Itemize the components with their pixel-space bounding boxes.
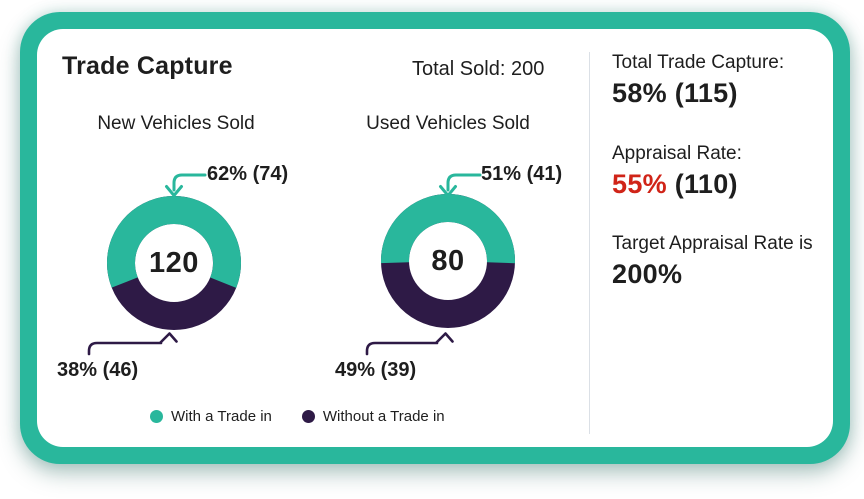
total-sold-text: Total Sold: 200 [412, 58, 545, 80]
card-body [37, 29, 833, 447]
page-title: Trade Capture [62, 52, 233, 80]
donut-chart-new-vehicles: 120 [104, 193, 244, 333]
legend-swatch-teal [150, 410, 163, 423]
annotation-without-trade-used: 49% (39) [335, 359, 417, 381]
card-teal-frame [20, 12, 850, 464]
appraisal-rate-percent: 55% [612, 169, 667, 199]
vertical-divider [589, 52, 590, 434]
annotation-with-trade-used: 51% (41) [481, 163, 563, 185]
stat-value-appraisal-rate: 55% (110) [612, 169, 738, 200]
annotation-without-trade-new: 38% (46) [57, 359, 139, 381]
stat-label-appraisal-rate: Appraisal Rate: [612, 143, 742, 164]
donut-center-value: 120 [149, 246, 199, 279]
chart-title-used-vehicles: Used Vehicles Sold [366, 113, 530, 134]
stat-value-total-trade-capture: 58% (115) [612, 78, 738, 108]
legend-label: With a Trade in [171, 408, 272, 425]
legend-item-without-trade: Without a Trade in [301, 408, 445, 425]
donut-arc-with-trade [381, 194, 515, 328]
stat-label-total-trade-capture: Total Trade Capture: [612, 52, 785, 73]
annotation-with-trade-new: 62% (74) [207, 163, 289, 185]
chart-title-new-vehicles: New Vehicles Sold [97, 113, 255, 134]
stat-value-target-appraisal-rate: 200% [612, 259, 683, 289]
donut-center-value: 80 [431, 244, 465, 277]
appraisal-rate-count: (110) [666, 169, 738, 199]
legend-label: Without a Trade in [322, 408, 445, 425]
legend-item-with-trade: With a Trade in [150, 408, 272, 425]
legend: With a Trade in Without a Trade in [150, 408, 445, 425]
donut-svg [381, 194, 515, 328]
stat-label-target-appraisal-rate: Target Appraisal Rate is [612, 233, 813, 254]
donut-svg [107, 196, 241, 330]
legend-swatch-purple [301, 410, 315, 423]
donut-chart-used-vehicles: 80 [378, 191, 518, 331]
